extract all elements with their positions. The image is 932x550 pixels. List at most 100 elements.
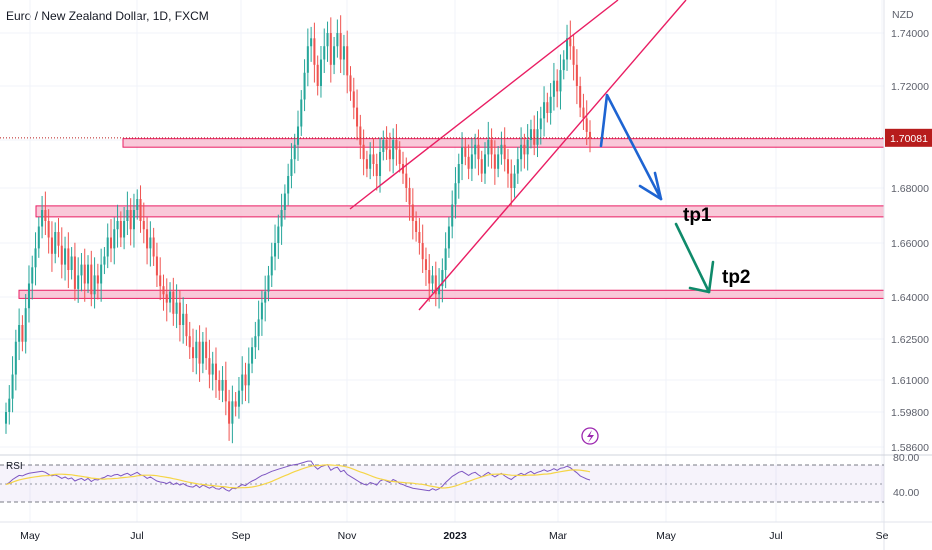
rising-wedge-channel — [349, 0, 687, 311]
candle-body — [585, 118, 588, 132]
candle-body — [562, 59, 565, 71]
candle-body — [572, 46, 575, 65]
candle-43 — [146, 217, 149, 265]
candle-49 — [165, 278, 168, 322]
candle-26 — [90, 250, 93, 307]
candle-168 — [556, 69, 559, 108]
lightning-circle — [581, 427, 599, 445]
candle-body — [319, 59, 322, 86]
candle-body — [375, 164, 378, 176]
candle-155 — [513, 165, 516, 198]
candle-60 — [201, 332, 204, 374]
candle-88 — [293, 133, 296, 174]
candle-129 — [428, 254, 431, 302]
candle-84 — [280, 193, 283, 245]
candle-body — [549, 96, 552, 113]
candle-body — [90, 264, 93, 295]
candle-170 — [562, 50, 565, 80]
candle-body — [411, 204, 414, 221]
candle-body — [395, 140, 398, 150]
candle-162 — [536, 111, 539, 158]
candle-125 — [415, 211, 418, 242]
candle-body — [310, 38, 313, 47]
candle-body — [529, 129, 532, 140]
candle-body — [57, 232, 60, 246]
candle-45 — [152, 227, 155, 266]
candle-body — [4, 412, 8, 424]
candle-140 — [464, 138, 467, 166]
candle-body — [434, 275, 437, 295]
candle-124 — [411, 188, 414, 240]
time-tick-5: Mar — [549, 530, 568, 542]
candle-body — [398, 149, 401, 164]
candle-body — [424, 259, 427, 270]
candle-27 — [93, 257, 96, 309]
candle-body — [296, 126, 300, 145]
candle-body — [185, 313, 188, 337]
candle-body — [408, 188, 411, 205]
candle-body — [474, 144, 477, 155]
candle-15 — [54, 222, 57, 264]
candle-166 — [549, 83, 552, 125]
candle-82 — [274, 224, 277, 271]
candle-body — [211, 363, 214, 375]
candle-35 — [119, 211, 122, 248]
candle-body — [188, 336, 191, 348]
candle-167 — [552, 62, 555, 111]
candle-body — [50, 237, 53, 254]
candle-body — [119, 221, 122, 238]
candle-36 — [123, 206, 126, 250]
candle-54 — [182, 297, 185, 344]
candle-body — [516, 159, 519, 174]
price-axis[interactable]: NZD1.740001.720001.700001.680001.660001.… — [883, 0, 932, 550]
candle-41 — [139, 185, 142, 233]
candle-body — [339, 33, 342, 60]
candle-40 — [136, 189, 139, 220]
candle-6 — [24, 294, 27, 354]
candle-47 — [159, 257, 162, 301]
candle-119 — [395, 124, 398, 166]
candle-165 — [546, 92, 549, 123]
candle-body — [290, 159, 293, 176]
candle-body — [136, 199, 139, 210]
candle-25 — [87, 255, 90, 293]
candle-147 — [487, 121, 490, 167]
candle-24 — [83, 248, 86, 302]
candle-body — [87, 264, 90, 284]
candle-body — [139, 199, 142, 221]
candle-21 — [73, 242, 76, 301]
candle-body — [520, 144, 523, 160]
candle-body — [241, 374, 244, 391]
time-tick-7: Jul — [769, 530, 782, 542]
price-tick-7: 1.61000 — [891, 375, 929, 387]
candle-100 — [333, 36, 336, 75]
candle-body — [109, 237, 113, 249]
candle-154 — [510, 159, 513, 207]
candle-body — [575, 64, 578, 86]
candle-body — [267, 275, 270, 292]
candle-141 — [467, 144, 470, 180]
candle-28 — [96, 263, 99, 300]
time-axis[interactable]: May Jul Sep Nov 2023 Mar May Jul Se — [0, 521, 932, 542]
candle-146 — [483, 142, 487, 184]
candle-body — [155, 256, 158, 276]
candle-body — [231, 401, 234, 424]
price-tick-9: 1.58600 — [891, 442, 929, 454]
candle-body — [382, 140, 385, 152]
candle-body — [283, 193, 286, 210]
candle-body — [142, 221, 145, 230]
candle-body — [44, 210, 47, 221]
candle-body — [510, 173, 513, 188]
candle-61 — [205, 327, 208, 370]
candle-body — [438, 286, 441, 295]
candle-body — [277, 226, 280, 243]
candle-body — [500, 144, 503, 155]
currency-label: NZD — [892, 9, 914, 21]
candle-94 — [313, 22, 316, 83]
candle-17 — [60, 227, 63, 279]
candle-body — [552, 80, 555, 97]
lightning-icon — [581, 427, 599, 445]
candle-0 — [4, 402, 8, 434]
candle-76 — [254, 321, 257, 359]
